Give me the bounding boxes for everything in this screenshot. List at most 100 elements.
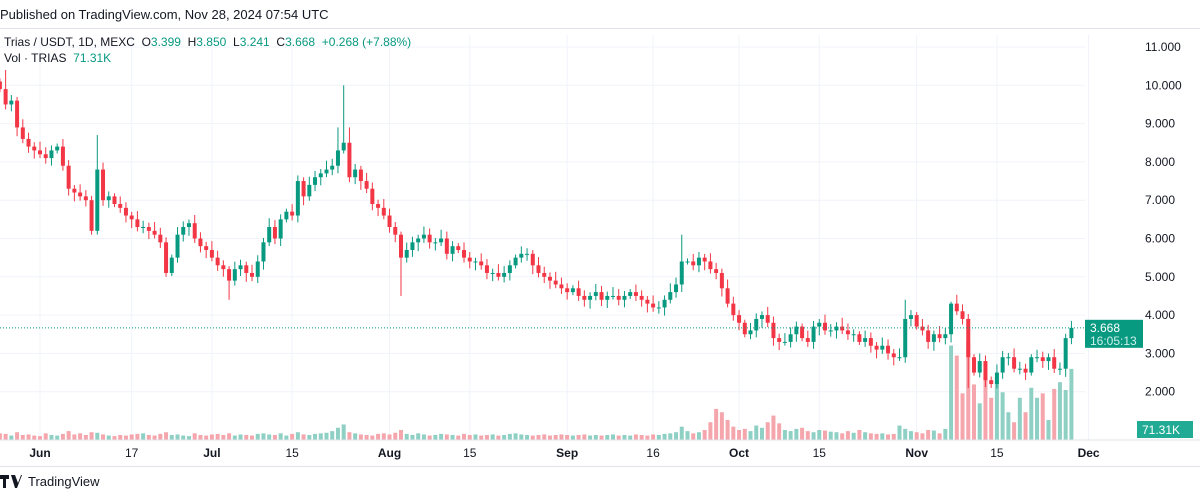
high-label: H [187, 35, 197, 49]
candle-body [616, 295, 621, 300]
volume-bar [112, 436, 117, 440]
candle-body [754, 318, 759, 331]
candle-body [502, 272, 507, 277]
candle-body [639, 295, 644, 300]
candle-body [1052, 357, 1057, 369]
candle-body [38, 150, 42, 155]
candle-body [209, 249, 214, 258]
volume-label[interactable]: Vol · TRIAS [4, 51, 67, 65]
volume-bar [570, 435, 575, 440]
volume-bar [1040, 393, 1045, 440]
candle-body [977, 361, 982, 373]
volume-bar [318, 433, 323, 440]
volume-bar [192, 433, 197, 440]
volume-bar [484, 435, 489, 440]
footer: TradingView [0, 474, 100, 489]
price-tick-label: 4.000 [1145, 308, 1175, 322]
candle-body [490, 272, 495, 274]
volume-bar [725, 420, 730, 440]
volume-bar [525, 435, 530, 440]
candle-body [456, 246, 461, 250]
volume-bar [410, 435, 415, 440]
volume-bar [479, 435, 484, 440]
volume-bar [198, 435, 203, 440]
candle-body [55, 146, 60, 151]
candle-body [759, 315, 764, 319]
volume-bar [3, 433, 8, 440]
candle-body [398, 234, 403, 258]
volume-bar [685, 431, 690, 440]
countdown-text: 16:05:13 [1090, 334, 1137, 348]
price-tick-label: 9.000 [1145, 117, 1175, 131]
candle-body [152, 230, 157, 235]
tradingview-logo-icon [0, 474, 22, 488]
volume-bar [559, 434, 564, 440]
candle-body [708, 261, 713, 270]
time-tick-label: Sep [556, 446, 578, 460]
candle-body [106, 196, 111, 201]
candle-body [72, 188, 77, 193]
candle-body [765, 315, 770, 323]
volume-bar [381, 433, 386, 440]
candle-body [433, 242, 438, 244]
candle-body [26, 138, 31, 147]
volume-bar [244, 435, 249, 440]
candle-body [777, 338, 782, 342]
chart-legend: Trias / USDT, 1D, MEXC O3.399 H3.850 L3.… [4, 34, 411, 66]
volume-bar [106, 435, 111, 440]
candle-body [794, 326, 799, 335]
volume-bar [828, 431, 833, 440]
volume-bar [553, 435, 558, 440]
candle-body [255, 261, 260, 277]
time-tick-label: Oct [729, 446, 749, 460]
volume-bar [507, 433, 512, 440]
candle-body [645, 299, 650, 304]
low-label: L [233, 35, 240, 49]
volume-bar [920, 433, 925, 440]
candle-body [954, 303, 959, 312]
symbol-label[interactable]: Trias / USDT, 1D, MEXC [4, 35, 135, 49]
volume-bar [651, 434, 656, 440]
volume-bar [55, 435, 60, 440]
volume-bar [765, 422, 770, 440]
published-caption: Published on TradingView.com, Nov 28, 20… [0, 7, 329, 22]
volume-bar [605, 435, 610, 440]
volume-bar [496, 435, 501, 440]
volume-bar [926, 430, 931, 440]
volume-bar [72, 434, 77, 440]
candle-body [908, 315, 913, 319]
volume-bar [278, 433, 283, 440]
candle-body [788, 334, 793, 342]
candle-body [112, 196, 117, 205]
candle-body [903, 318, 908, 358]
volume-bar [628, 435, 633, 440]
volume-bar [702, 430, 707, 440]
candle-body [679, 261, 684, 285]
candle-body [542, 272, 547, 277]
candle-body [874, 345, 879, 350]
volume-bar [123, 435, 128, 440]
candle-body [141, 227, 146, 229]
volume-bar [49, 435, 54, 440]
candle-body [863, 338, 868, 342]
volume-bar [903, 428, 908, 440]
candle-body [1069, 327, 1074, 339]
candle-body [15, 100, 20, 128]
volume-bar [679, 426, 684, 440]
candle-body [719, 272, 724, 289]
candle-body [1023, 368, 1028, 373]
close-value: 3.668 [285, 35, 316, 49]
volume-bar [60, 433, 65, 440]
volume-bar [731, 426, 736, 440]
candle-body [261, 242, 266, 262]
candle-body [496, 272, 501, 277]
candle-body [742, 322, 747, 335]
volume-bar [708, 422, 713, 440]
candle-body [989, 380, 994, 385]
candle-body [284, 211, 289, 220]
price-chart[interactable]: 11.000 10.000 9.000 8.000 7.000 6.000 5.000 4.0… [0, 0, 1200, 470]
candle-body [1017, 368, 1022, 370]
volume-bar [387, 434, 392, 440]
volume-bar [164, 432, 169, 440]
volume-bar [874, 433, 879, 440]
